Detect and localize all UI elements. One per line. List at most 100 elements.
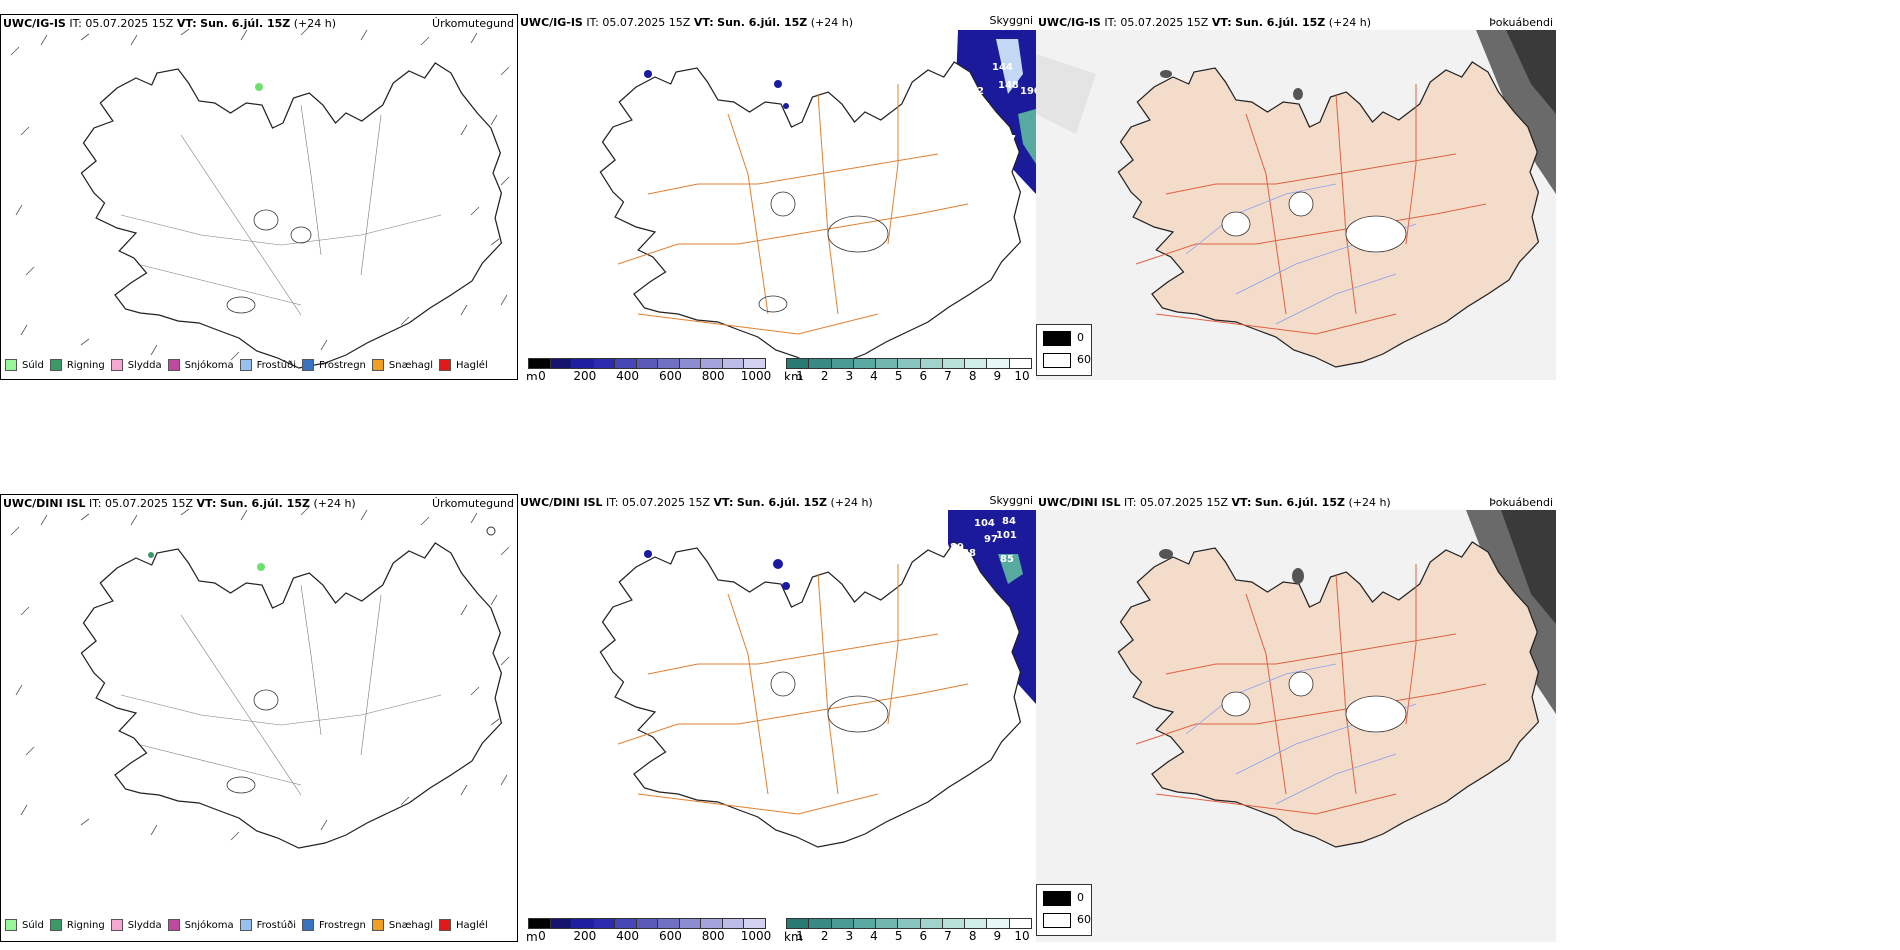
colorbar-segment — [636, 358, 659, 369]
colorbar-segment — [809, 918, 832, 929]
colorbar-tick: 3 — [845, 929, 854, 942]
wind-barbs — [10, 26, 510, 361]
legend-swatch — [110, 919, 123, 931]
visibility-value: 89 — [950, 542, 964, 553]
visibility-value: 144 — [992, 62, 1013, 73]
colorbar-segment — [615, 918, 637, 929]
colorbar-tick: 1 — [796, 929, 804, 942]
colorbar-tick: 6 — [919, 369, 928, 380]
colorbar-segment — [831, 918, 854, 929]
visibility-value: 82 — [970, 86, 984, 97]
colorbar-segment — [876, 918, 899, 929]
roads — [120, 104, 442, 316]
legend-item: Frostúði — [239, 359, 296, 371]
colorbar-segment — [876, 358, 899, 369]
legend-item: Slydda — [110, 919, 162, 931]
legend-swatch — [371, 359, 384, 371]
cloud-panel-top: 144821481908687 UWC/IG-IS IT: 05.07.2025… — [518, 14, 1036, 380]
colorbar-segment — [965, 918, 988, 929]
legend-item: Snjókoma — [167, 919, 234, 931]
legend-swatch — [49, 919, 62, 931]
legend-item: Frostúði — [239, 919, 296, 931]
wind-barbs — [10, 506, 510, 841]
colorbar-segment — [593, 358, 616, 369]
legend-item: Súld — [5, 919, 44, 931]
visibility-value: 101 — [996, 530, 1017, 541]
visibility-value: 190 — [1020, 86, 1036, 97]
colorbar-tick: 10 — [1014, 369, 1030, 380]
visibility-value: 86 — [976, 102, 990, 113]
panel-title: Úrkomutegund — [432, 497, 514, 510]
fog-legend-label: 60 — [1077, 353, 1091, 366]
legend-label: Súld — [22, 359, 44, 371]
colorbar-segment — [658, 918, 680, 929]
colorbar-tick: 2 — [820, 929, 829, 942]
legend-item: Haglél — [439, 919, 488, 931]
colorbar-tick: 0 — [538, 369, 546, 380]
legend-swatch — [167, 359, 180, 371]
fog-map-bottom — [1036, 510, 1556, 942]
fog-legend-label: 60 — [1077, 913, 1091, 926]
visibility-value: 104 — [974, 518, 995, 529]
legend-label: Snjókoma — [184, 359, 234, 371]
precip-panel-bottom: UWC/DINI ISL IT: 05.07.2025 15Z VT: Sun.… — [0, 494, 518, 942]
colorbar-segment — [701, 918, 723, 929]
colorbar-km: 1 2 3 4 5 6 7 8 9 10 km — [784, 918, 1032, 942]
panel-header: UWC/IG-IS IT: 05.07.2025 15Z VT: Sun. 6.… — [3, 17, 337, 30]
colorbar-segment — [744, 918, 767, 929]
legend-swatch — [302, 359, 314, 371]
panel-title: Þokuábendi — [1489, 496, 1553, 509]
colorbar-segment — [701, 358, 723, 369]
colorbar-tick: 7 — [944, 369, 952, 380]
colorbar-tick: 0 — [538, 929, 546, 942]
colorbar-segment — [744, 358, 767, 369]
colorbar-segment — [898, 358, 921, 369]
colorbar-segment — [658, 358, 680, 369]
legend-item: Snæhagl — [371, 359, 433, 371]
colorbar-tick: 5 — [894, 929, 903, 942]
legend-swatch — [5, 359, 17, 371]
legend-item: Súld — [5, 359, 44, 371]
colorbar-m: 0 200 400 600 800 1000 m — [526, 918, 771, 942]
visibility-value: 93 — [994, 612, 1008, 623]
colorbar-segment — [722, 918, 745, 929]
colorbar-tick: 6 — [919, 929, 928, 942]
colorbar-tick: 800 — [701, 369, 725, 380]
visibility-value: 92 — [964, 568, 978, 579]
legend-label: Frostúði — [256, 359, 296, 371]
colorbar-tick: 7 — [944, 929, 952, 942]
precip-legend: Súld Rigning Slydda Snjókoma Frostúði Frostre… — [5, 919, 488, 931]
roads — [617, 84, 969, 335]
fog-map-top — [1036, 30, 1556, 380]
legend-item: Haglél — [439, 359, 488, 371]
cloud-panel-bottom: 104 84 101 97 89 88 85 92 97 93 101 UWC/DINI ISL I… — [518, 494, 1036, 942]
legend-swatch — [439, 919, 452, 931]
colorbar-tick: 9 — [993, 369, 1002, 380]
cloud-map-top: 144 82 148190 86 87 — [599, 30, 1036, 368]
colorbar-segment — [786, 918, 810, 929]
precip-legend: Súld Rigning Slydda Snjókoma Frostúði Frostre… — [5, 359, 488, 371]
legend-swatch — [371, 919, 384, 931]
precip-map-top — [10, 26, 510, 369]
legend-item: Slydda — [110, 359, 162, 371]
colorbar-segment — [593, 918, 616, 929]
legend-item: Snjókoma — [167, 359, 234, 371]
colorbar-segment — [853, 358, 877, 369]
panel-header: UWC/DINI ISL IT: 05.07.2025 15Z VT: Sun.… — [1038, 496, 1391, 509]
legend-item: Frostregn — [302, 359, 366, 371]
legend-label: Slydda — [127, 359, 162, 371]
colorbar-tick: 3 — [845, 369, 854, 380]
colorbar-tick: 600 — [658, 929, 682, 942]
colorbar-segment — [786, 358, 810, 369]
panel-title: Þokuábendi — [1489, 16, 1553, 29]
legend-swatch — [167, 919, 180, 931]
legend-swatch — [239, 359, 252, 371]
visibility-value: 97 — [986, 596, 1000, 607]
colorbar-segment — [965, 358, 988, 369]
fog-legend: 0 60 — [1036, 324, 1092, 376]
legend-item: Rigning — [49, 919, 105, 931]
colorbar-km: 1 2 3 4 5 6 7 8 9 10 km — [784, 358, 1032, 380]
legend-label: Slydda — [127, 919, 162, 931]
precip-panel-top: UWC/IG-IS IT: 05.07.2025 15Z VT: Sun. 6.… — [0, 14, 518, 380]
